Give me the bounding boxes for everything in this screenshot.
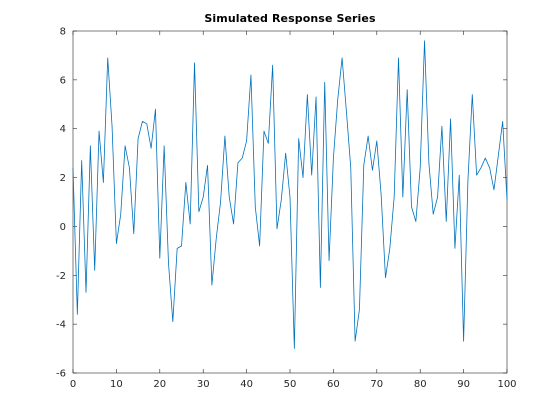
- chart-title: Simulated Response Series: [204, 12, 376, 25]
- x-tick-label: 50: [284, 379, 297, 390]
- y-tick-label: 2: [60, 173, 66, 184]
- y-tick-label: -4: [56, 320, 66, 331]
- y-tick-label: 6: [60, 75, 66, 86]
- y-tick-label: -2: [56, 271, 66, 282]
- series-line-1: [72, 40, 508, 349]
- y-tick-label: 4: [60, 124, 66, 135]
- x-tick-label: 10: [110, 379, 123, 390]
- x-tick-label: 90: [457, 379, 470, 390]
- y-tick-label: 8: [60, 27, 66, 38]
- x-tick-label: 0: [70, 379, 76, 390]
- x-tick-label: 40: [240, 379, 253, 390]
- x-tick-label: 60: [327, 379, 340, 390]
- x-tick-label: 70: [370, 379, 383, 390]
- x-tick-label: 20: [153, 379, 166, 390]
- x-tick-label: 100: [497, 379, 516, 390]
- y-tick-label: -6: [56, 369, 66, 380]
- y-tick-label: 0: [60, 222, 66, 233]
- x-tick-label: 80: [414, 379, 427, 390]
- x-tick-label: 30: [197, 379, 210, 390]
